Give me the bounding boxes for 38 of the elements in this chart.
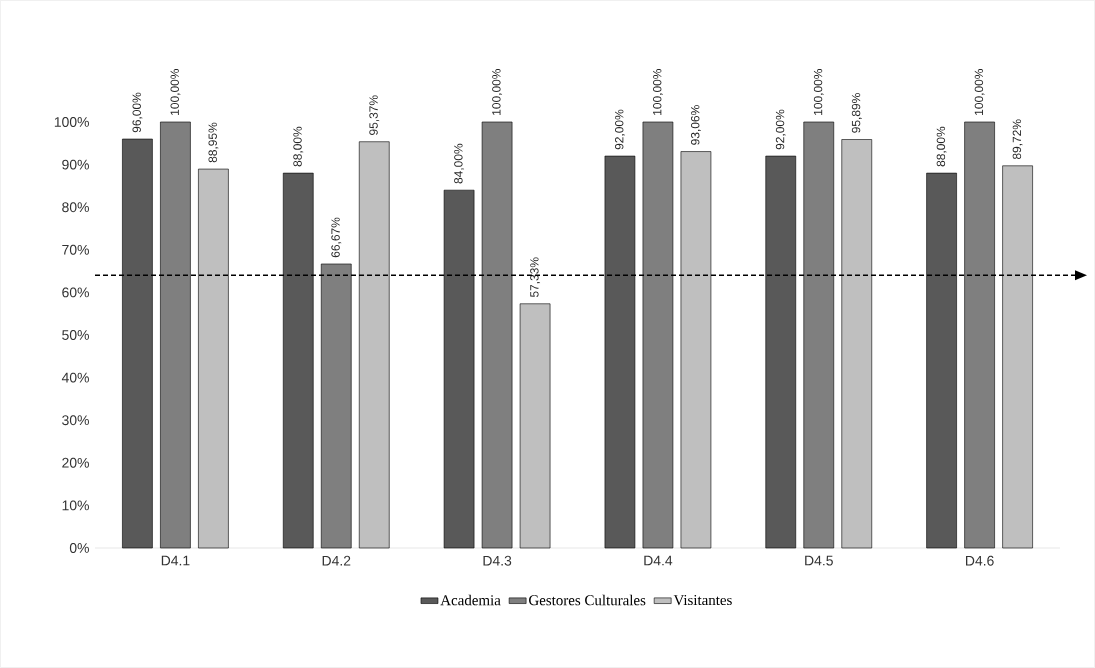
data-label: 95,89% bbox=[851, 93, 862, 133]
y-tick-label: 30% bbox=[62, 415, 89, 426]
legend-label: Gestores Culturales bbox=[529, 594, 646, 606]
legend-label: Academia bbox=[440, 594, 501, 606]
x-tick-label: D4.1 bbox=[161, 555, 190, 566]
data-label: 95,37% bbox=[369, 95, 380, 135]
y-tick-label: 80% bbox=[62, 202, 89, 213]
legend-label: Visitantes bbox=[673, 595, 732, 606]
y-tick-label: 0% bbox=[69, 543, 89, 553]
data-label: 66,67% bbox=[331, 217, 342, 258]
y-tick-label: 50% bbox=[62, 330, 89, 340]
y-tick-label: 100% bbox=[54, 117, 89, 127]
y-tick-label: 90% bbox=[62, 159, 89, 170]
data-label: 96,00% bbox=[132, 92, 143, 133]
data-label: 100,00% bbox=[652, 69, 663, 115]
data-label: 88,00% bbox=[936, 126, 947, 167]
y-tick-label: 70% bbox=[62, 244, 89, 255]
data-label: 92,00% bbox=[775, 109, 786, 150]
data-label: 88,00% bbox=[293, 126, 304, 167]
data-label: 100,00% bbox=[170, 69, 181, 115]
data-label: 57,33% bbox=[530, 257, 541, 298]
y-tick-label: 20% bbox=[62, 457, 89, 468]
data-label: 89,72% bbox=[1012, 119, 1023, 160]
data-label: 88,95% bbox=[208, 122, 219, 163]
data-label: 93,06% bbox=[690, 105, 701, 145]
x-tick-label: D4.5 bbox=[805, 555, 833, 566]
x-tick-label: D4.3 bbox=[483, 555, 512, 566]
x-tick-label: D4.2 bbox=[322, 555, 351, 566]
y-tick-label: 10% bbox=[62, 500, 89, 511]
y-tick-label: 60% bbox=[62, 287, 89, 298]
data-label: 100,00% bbox=[974, 69, 985, 115]
data-label: 100,00% bbox=[813, 69, 824, 115]
x-tick-label: D4.4 bbox=[644, 555, 673, 566]
y-tick-label: 40% bbox=[61, 372, 89, 383]
data-label: 100,00% bbox=[492, 69, 503, 115]
x-tick-label: D4.6 bbox=[966, 555, 994, 566]
data-label: 84,00% bbox=[454, 143, 465, 184]
data-label: 92,00% bbox=[614, 109, 625, 150]
